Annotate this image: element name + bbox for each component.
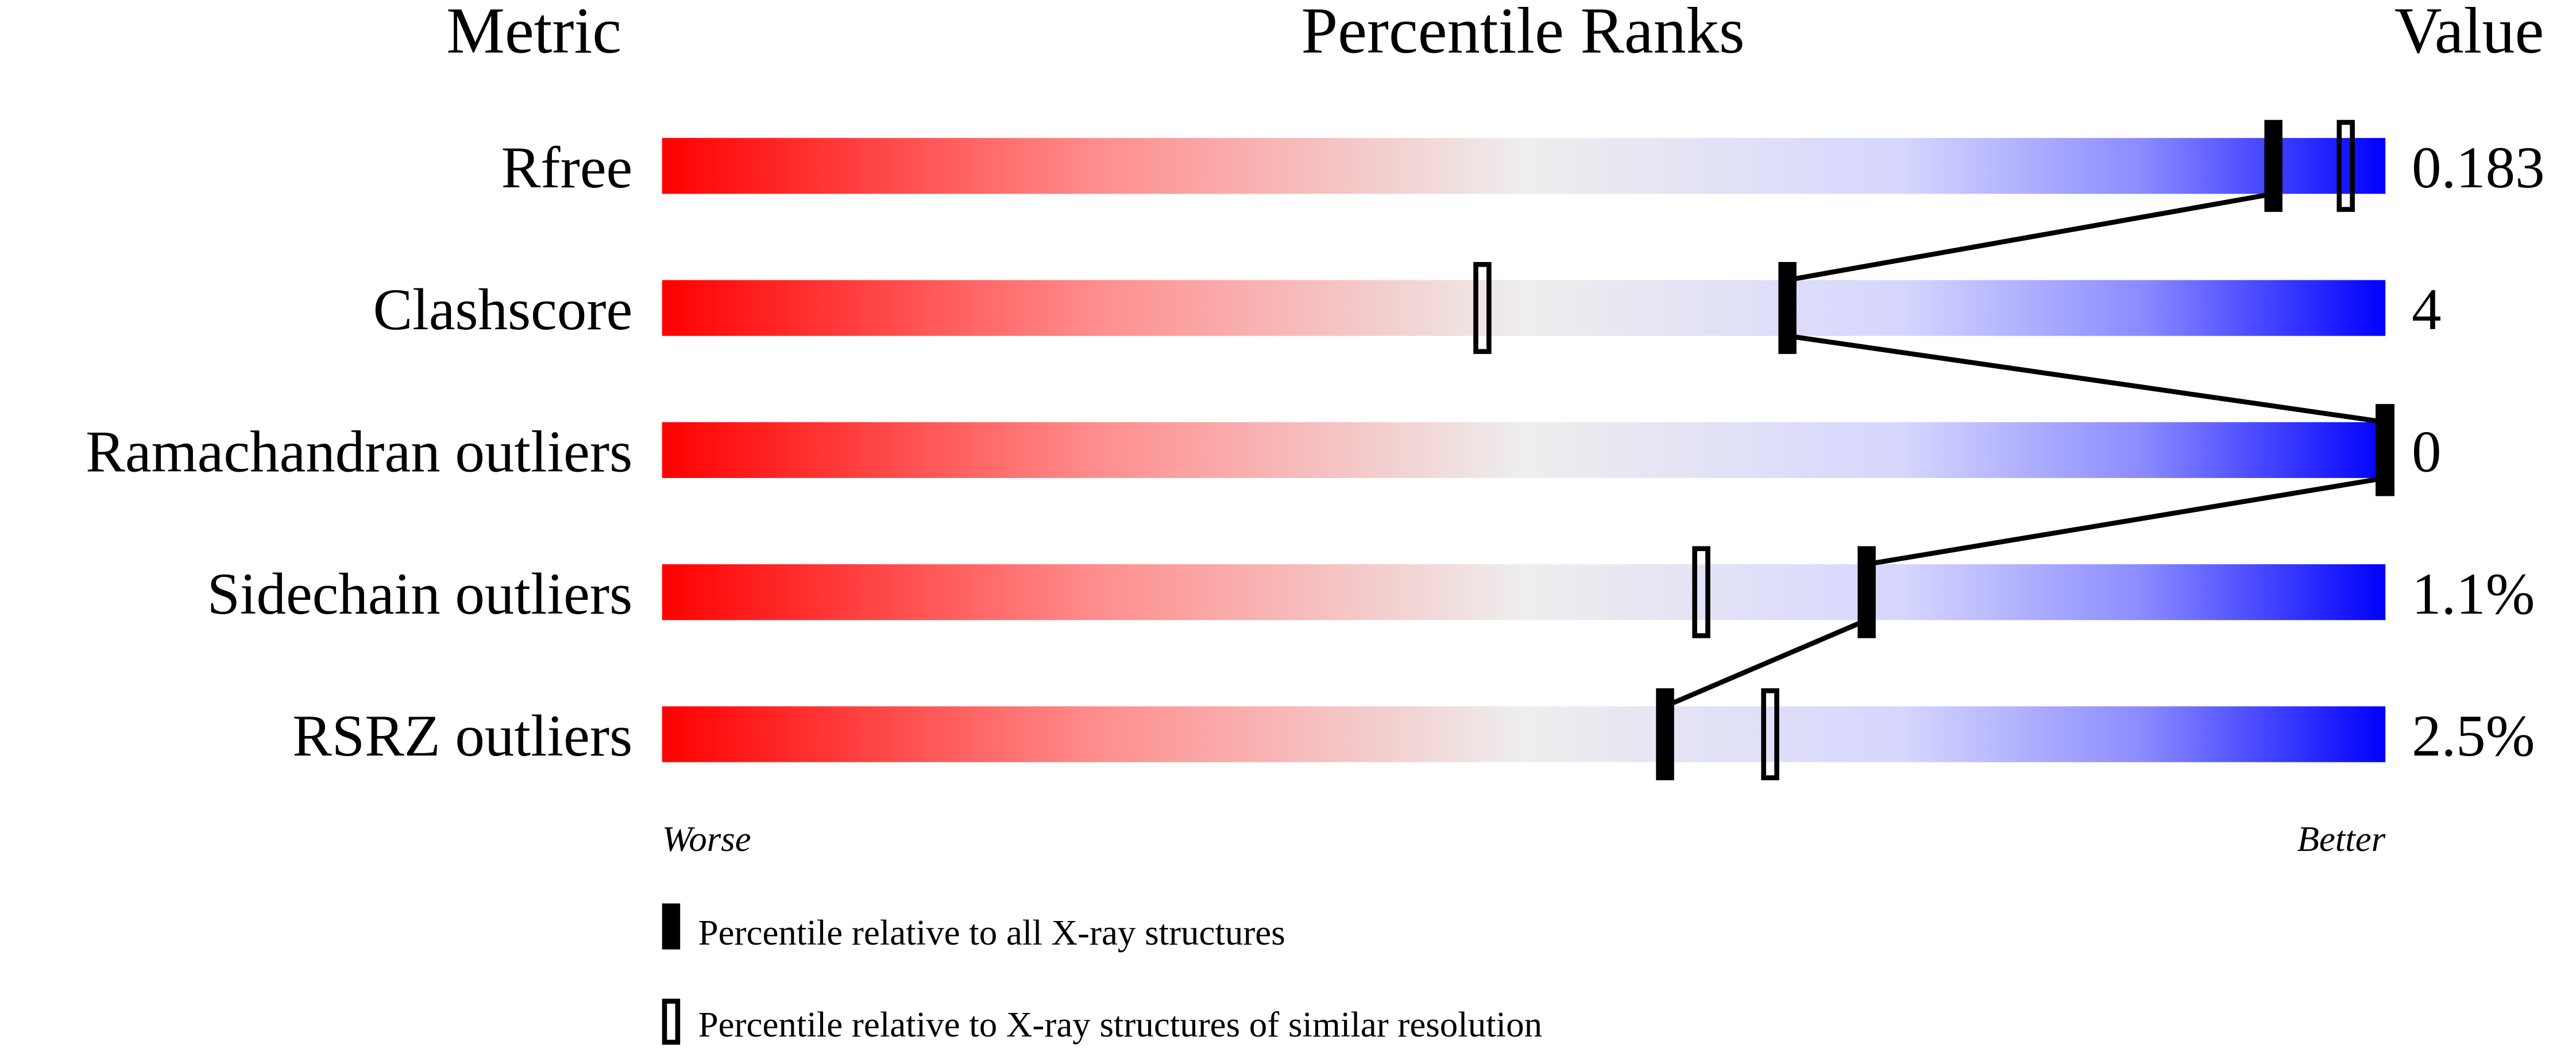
metric-value: 4 xyxy=(2412,277,2441,342)
all-structures-marker xyxy=(2264,120,2283,212)
similar-resolution-marker xyxy=(1692,546,1710,638)
percentile-bar xyxy=(662,138,2386,194)
metric-label: Clashscore xyxy=(373,277,632,342)
connector-line xyxy=(1787,333,2386,425)
header-metric: Metric xyxy=(446,0,621,67)
header-value: Value xyxy=(2395,0,2544,67)
connector-line xyxy=(1866,475,2386,567)
legend-filled-marker-icon xyxy=(662,903,681,950)
connector-line xyxy=(1664,618,1868,709)
similar-resolution-marker xyxy=(2336,120,2355,212)
similar-resolution-marker xyxy=(1473,262,1492,355)
metric-value: 2.5% xyxy=(2412,703,2535,769)
percentile-bar xyxy=(662,280,2386,336)
metric-value: 0 xyxy=(2412,419,2441,485)
all-structures-marker xyxy=(1656,688,1674,780)
legend-open-marker-icon xyxy=(662,999,681,1045)
all-structures-marker xyxy=(2376,404,2395,496)
metric-label: RSRZ outliers xyxy=(292,703,632,769)
percentile-bar xyxy=(662,564,2386,621)
legend-label-all: Percentile relative to all X-ray structu… xyxy=(698,912,1285,953)
worse-label: Worse xyxy=(662,819,751,859)
metric-label: Sidechain outliers xyxy=(207,561,633,627)
percentile-bar xyxy=(662,706,2386,762)
similar-resolution-marker xyxy=(1761,688,1779,780)
legend-label-similar: Percentile relative to X-ray structures … xyxy=(698,1004,1542,1045)
metric-value: 0.183 xyxy=(2412,135,2545,201)
metric-value: 1.1% xyxy=(2412,561,2535,627)
connector-line xyxy=(1787,191,2274,283)
metric-label: Ramachandran outliers xyxy=(86,419,632,485)
metric-label: Rfree xyxy=(501,135,633,201)
header-percentile-ranks: Percentile Ranks xyxy=(1301,0,1745,67)
better-label: Better xyxy=(2297,819,2385,859)
all-structures-marker xyxy=(1778,262,1797,355)
all-structures-marker xyxy=(1857,546,1876,638)
percentile-bar xyxy=(662,422,2386,478)
